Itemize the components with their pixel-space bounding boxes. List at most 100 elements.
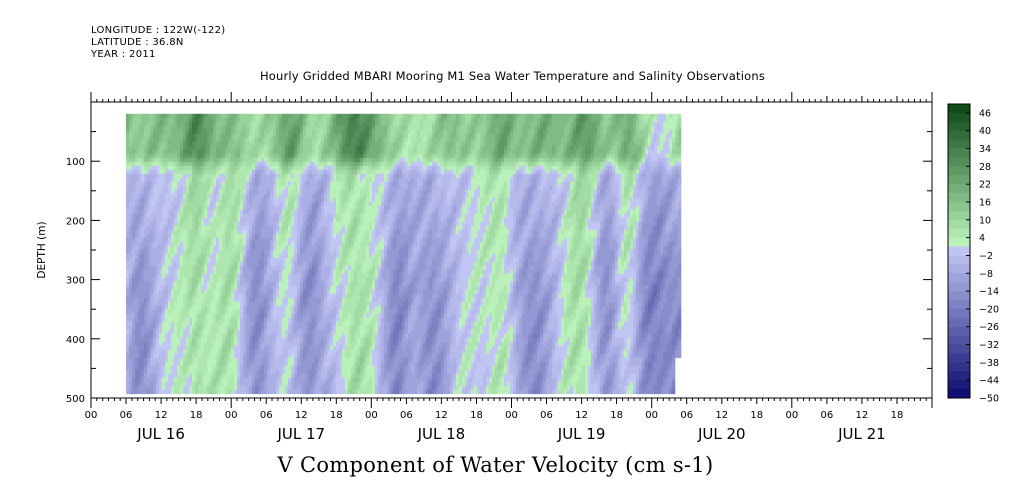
heatmap-cell <box>291 261 295 267</box>
heatmap-cell <box>309 137 313 143</box>
heatmap-cell <box>306 353 310 359</box>
heatmap-cell <box>156 285 160 291</box>
heatmap-cell <box>336 345 340 351</box>
heatmap-cell <box>279 317 283 323</box>
heatmap-cell <box>150 169 154 175</box>
heatmap-cell <box>180 265 184 271</box>
heatmap-cell <box>240 201 244 207</box>
heatmap-cell <box>198 265 202 271</box>
heatmap-cell <box>237 113 241 119</box>
heatmap-cell <box>270 233 274 239</box>
heatmap-cell <box>285 233 289 239</box>
heatmap-cell <box>171 161 175 167</box>
heatmap-cell <box>276 189 280 195</box>
heatmap-cell <box>135 309 139 315</box>
heatmap-cell <box>159 305 163 311</box>
heatmap-cell <box>132 121 136 127</box>
heatmap-cell <box>285 337 289 343</box>
heatmap-cell <box>201 185 205 191</box>
heatmap-cell <box>246 149 250 155</box>
heatmap-cell <box>303 169 307 175</box>
heatmap-cell <box>222 173 226 179</box>
heatmap-cell <box>204 317 208 323</box>
heatmap-cell <box>267 305 271 311</box>
heatmap-cell <box>288 369 292 375</box>
heatmap-cell <box>279 169 283 175</box>
heatmap-cell <box>174 349 178 355</box>
heatmap-cell <box>153 153 157 159</box>
heatmap-cell <box>327 321 331 327</box>
heatmap-cell <box>318 133 322 139</box>
heatmap-cell <box>204 365 208 371</box>
heatmap-cell <box>327 125 331 131</box>
heatmap-cell <box>225 225 229 231</box>
heatmap-cell <box>195 241 199 247</box>
heatmap-cell <box>264 321 268 327</box>
heatmap-cell <box>225 145 229 151</box>
heatmap-cell <box>333 333 337 339</box>
heatmap-cell <box>306 145 310 151</box>
heatmap-cell <box>222 225 226 231</box>
heatmap-cell <box>261 245 265 251</box>
heatmap-cell <box>144 285 148 291</box>
heatmap-cell <box>282 149 286 155</box>
heatmap-cell <box>324 169 328 175</box>
heatmap-cell <box>267 253 271 259</box>
heatmap-cell <box>210 185 214 191</box>
heatmap-cell <box>201 249 205 255</box>
heatmap-cell <box>297 197 301 203</box>
heatmap-cell <box>309 249 313 255</box>
heatmap-cell <box>273 249 277 255</box>
heatmap-cell <box>240 125 244 131</box>
heatmap-cell <box>207 221 211 227</box>
heatmap-cell <box>132 281 136 287</box>
heatmap-cell <box>171 177 175 183</box>
heatmap-cell <box>309 245 313 251</box>
heatmap-cell <box>156 293 160 299</box>
heatmap-cell <box>306 217 310 223</box>
heatmap-cell <box>138 369 142 375</box>
heatmap-cell <box>333 385 337 391</box>
heatmap-cell <box>243 381 247 387</box>
heatmap-cell <box>204 245 208 251</box>
heatmap-cell <box>294 369 298 375</box>
heatmap-cell <box>273 305 277 311</box>
heatmap-cell <box>270 205 274 211</box>
heatmap-cell <box>243 125 247 131</box>
heatmap-cell <box>150 365 154 371</box>
heatmap-cell <box>288 177 292 183</box>
heatmap-cell <box>279 333 283 339</box>
heatmap-cell <box>324 133 328 139</box>
heatmap-cell <box>300 369 304 375</box>
heatmap-cell <box>150 225 154 231</box>
heatmap-cell <box>231 249 235 255</box>
heatmap-cell <box>273 329 277 335</box>
heatmap-cell <box>294 365 298 371</box>
heatmap-cell <box>315 321 319 327</box>
heatmap-cell <box>192 161 196 167</box>
heatmap-cell <box>327 281 331 287</box>
heatmap-cell <box>318 121 322 127</box>
heatmap-cell <box>183 205 187 211</box>
heatmap-cell <box>189 173 193 179</box>
heatmap-cell <box>267 113 271 119</box>
heatmap-cell <box>141 225 145 231</box>
heatmap-cell <box>336 285 340 291</box>
heatmap-cell <box>195 181 199 187</box>
heatmap-cell <box>195 265 199 271</box>
heatmap-cell <box>279 381 283 387</box>
heatmap-cell <box>249 121 253 127</box>
heatmap-cell <box>261 197 265 203</box>
heatmap-cell <box>285 213 289 219</box>
heatmap-cell <box>276 113 280 119</box>
heatmap-cell <box>156 253 160 259</box>
heatmap-cell <box>180 185 184 191</box>
heatmap-cell <box>138 313 142 319</box>
heatmap-cell <box>294 121 298 127</box>
heatmap-cell <box>189 197 193 203</box>
heatmap-cell <box>282 369 286 375</box>
heatmap-cell <box>282 265 286 271</box>
heatmap-cell <box>156 333 160 339</box>
heatmap-cell <box>282 381 286 387</box>
heatmap-cell <box>162 229 166 235</box>
